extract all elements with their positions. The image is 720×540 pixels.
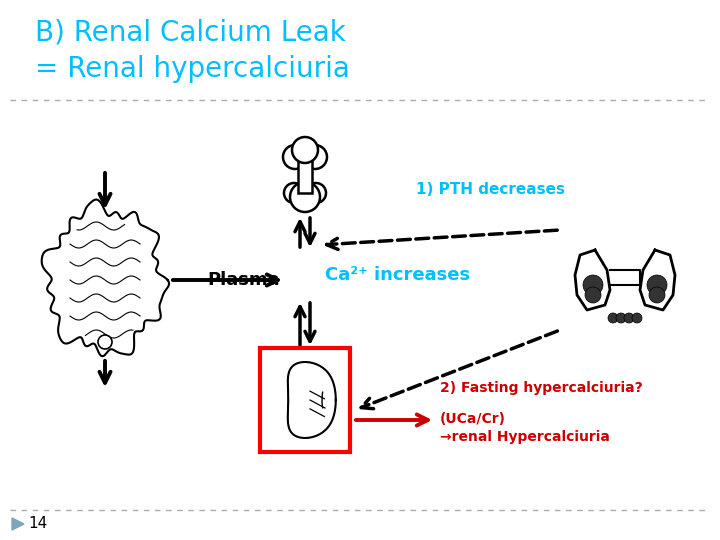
- Circle shape: [649, 287, 665, 303]
- Circle shape: [585, 287, 601, 303]
- Circle shape: [632, 313, 642, 323]
- Bar: [298, 157, 312, 193]
- Circle shape: [283, 145, 307, 169]
- Circle shape: [647, 275, 667, 295]
- Circle shape: [303, 145, 327, 169]
- Polygon shape: [575, 250, 610, 310]
- Polygon shape: [288, 362, 336, 438]
- Polygon shape: [42, 199, 169, 356]
- Polygon shape: [12, 518, 24, 530]
- Text: 1) PTH decreases: 1) PTH decreases: [416, 183, 565, 198]
- Text: B) Renal Calcium Leak: B) Renal Calcium Leak: [35, 18, 346, 46]
- Text: (UCa/Cr): (UCa/Cr): [440, 412, 506, 426]
- Circle shape: [583, 275, 603, 295]
- Text: 14: 14: [28, 516, 48, 531]
- Circle shape: [608, 313, 618, 323]
- Text: →renal Hypercalciuria: →renal Hypercalciuria: [440, 430, 610, 444]
- Text: = Renal hypercalciuria: = Renal hypercalciuria: [35, 55, 350, 83]
- Circle shape: [306, 183, 326, 203]
- Text: 2) Fasting hypercalciuria?: 2) Fasting hypercalciuria?: [440, 381, 643, 395]
- Circle shape: [98, 335, 112, 349]
- Circle shape: [624, 313, 634, 323]
- Circle shape: [284, 183, 304, 203]
- Text: Plasma: Plasma: [207, 271, 280, 289]
- Text: Ca²⁺ increases: Ca²⁺ increases: [325, 266, 470, 284]
- Polygon shape: [610, 270, 640, 285]
- Polygon shape: [640, 250, 675, 310]
- Circle shape: [616, 313, 626, 323]
- Bar: [260, 348, 350, 452]
- Circle shape: [290, 182, 320, 212]
- Circle shape: [292, 137, 318, 163]
